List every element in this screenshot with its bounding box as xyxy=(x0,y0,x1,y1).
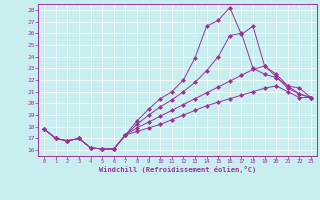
X-axis label: Windchill (Refroidissement éolien,°C): Windchill (Refroidissement éolien,°C) xyxy=(99,166,256,173)
